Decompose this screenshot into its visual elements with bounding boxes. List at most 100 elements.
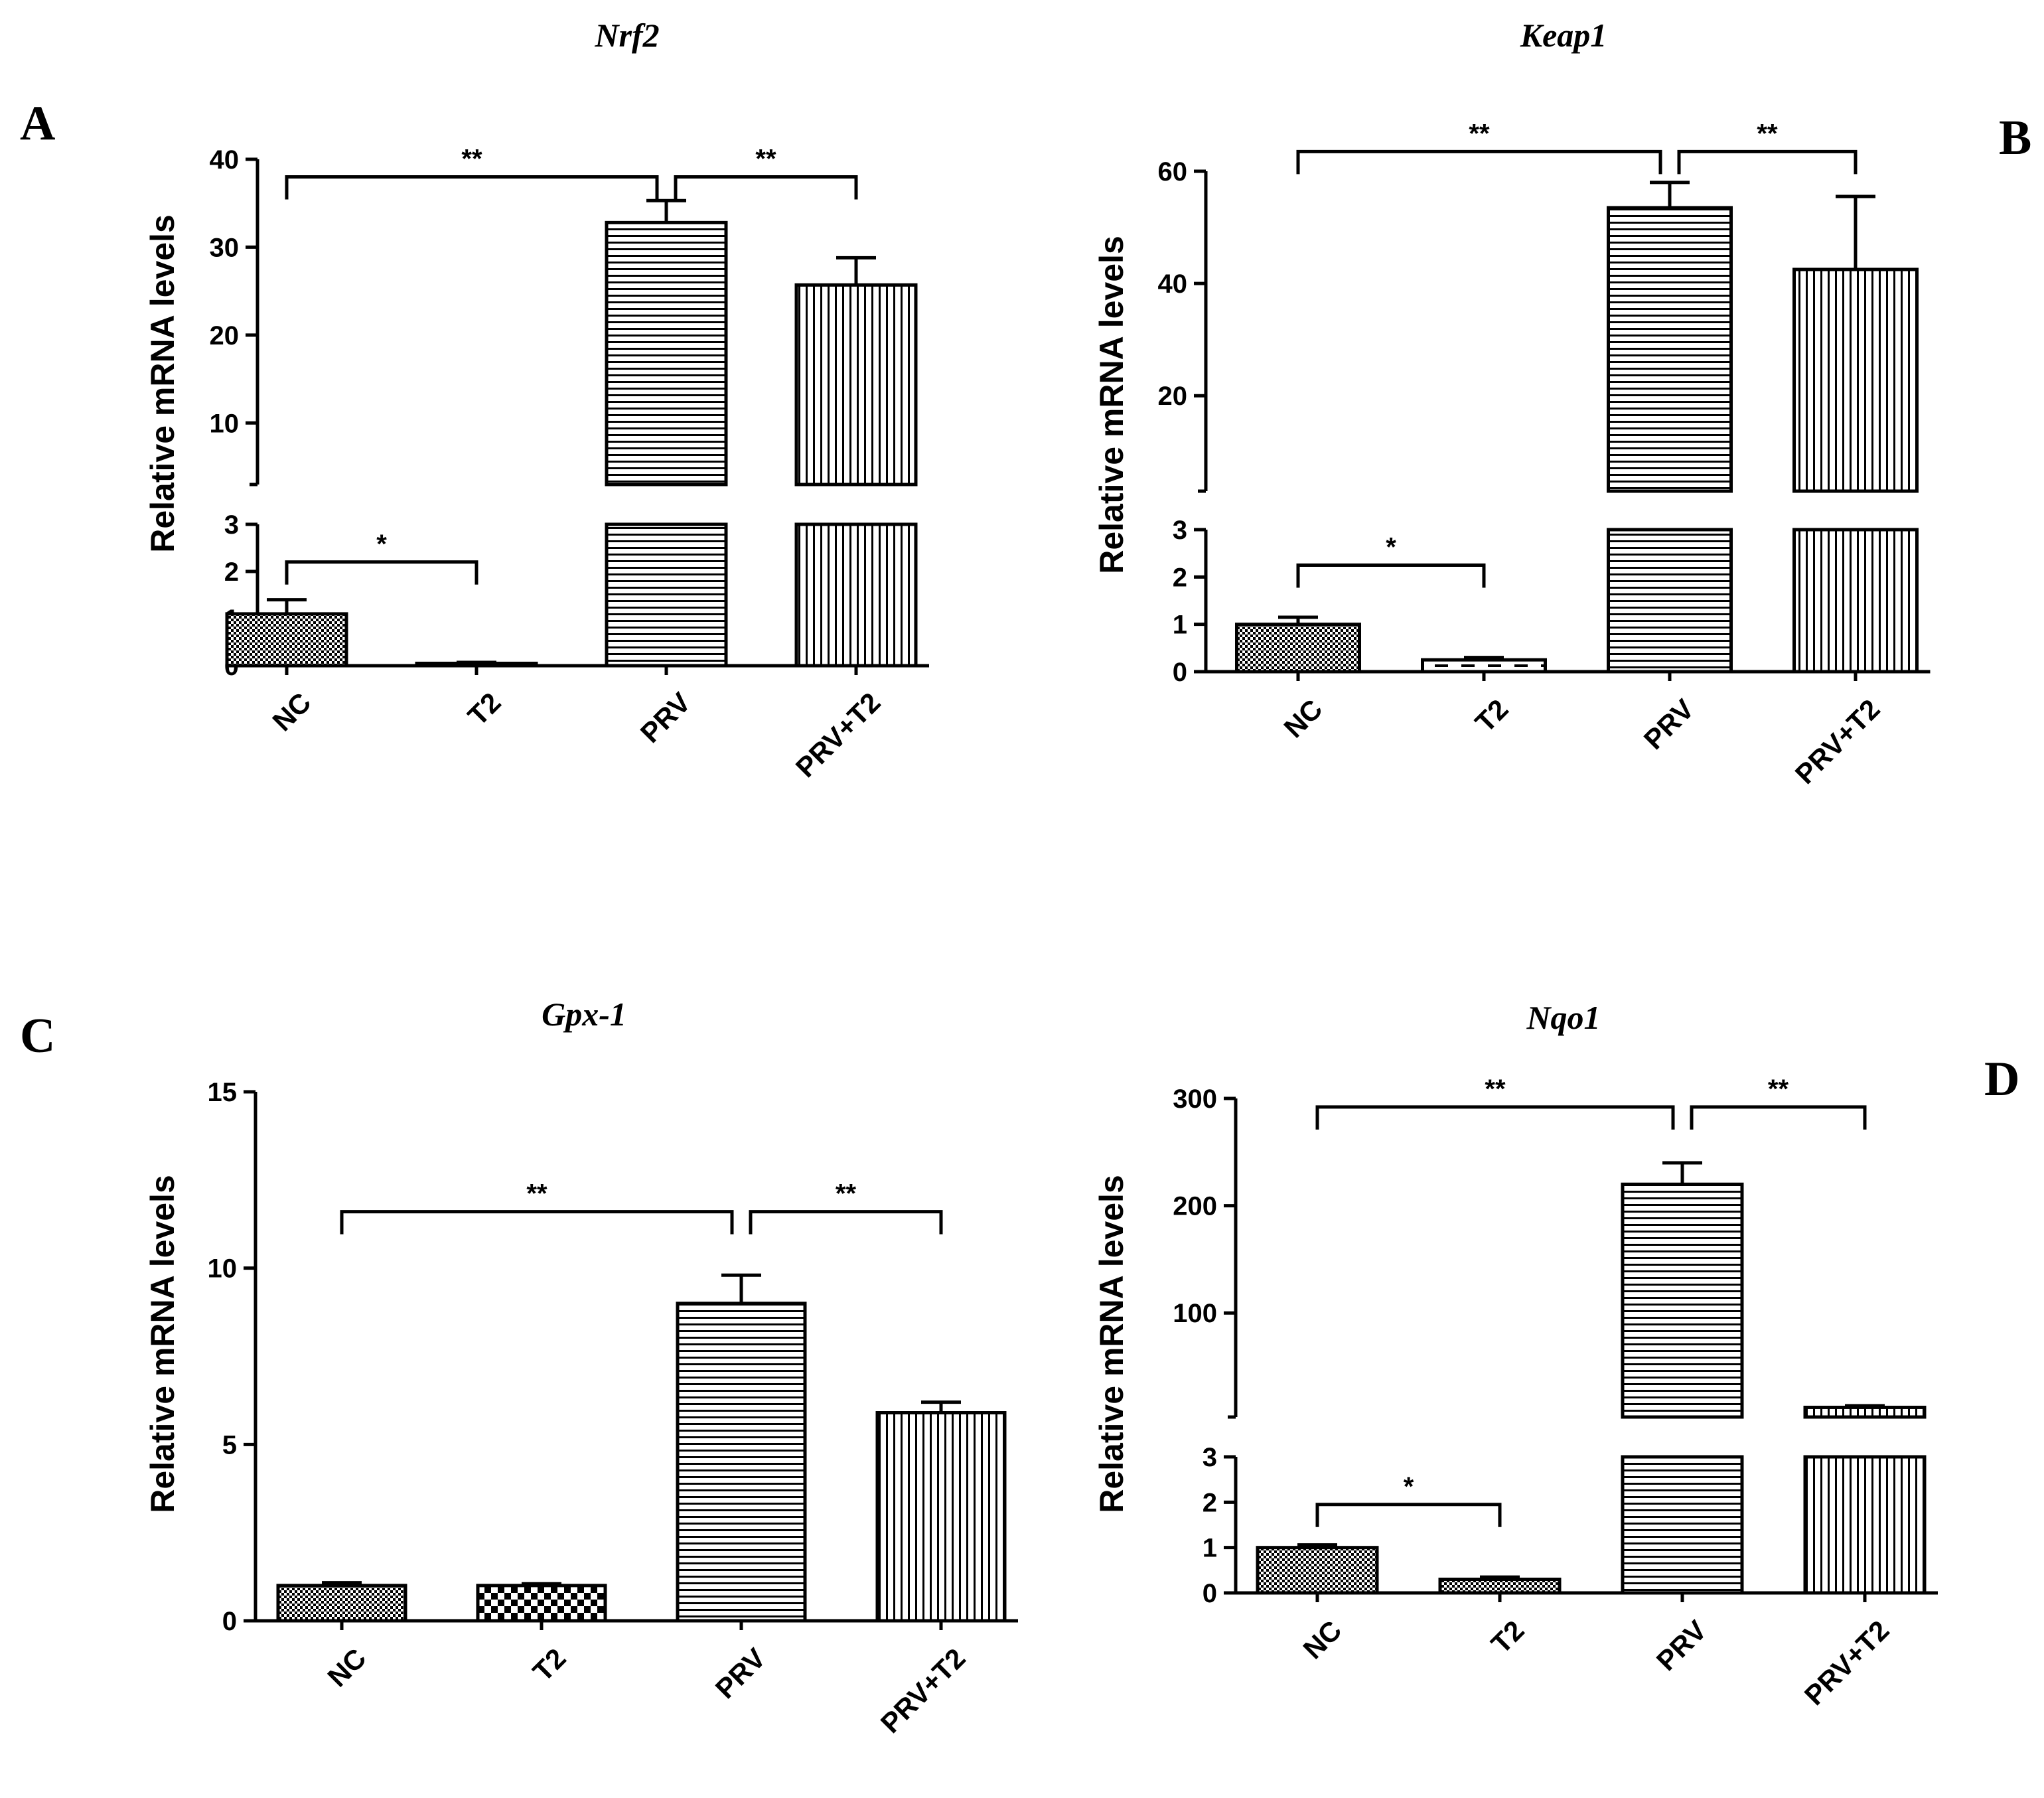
bar-upper-segment bbox=[1607, 206, 1733, 493]
category-label: PRV+T2 bbox=[875, 1642, 972, 1739]
y-tick-label: 10 bbox=[208, 1254, 238, 1284]
category-label: PRV bbox=[1650, 1614, 1713, 1677]
bar-upper-segment bbox=[1621, 1182, 1744, 1419]
bar bbox=[1235, 623, 1361, 674]
bar bbox=[1607, 528, 1733, 674]
significance-bracket bbox=[1315, 1503, 1502, 1527]
panel-a-plot: 012310203040NCT2PRVPRV+T2***** bbox=[210, 144, 929, 783]
significance-bracket bbox=[1315, 1105, 1675, 1130]
significance-bracket bbox=[340, 1210, 734, 1235]
significance-bracket bbox=[1296, 149, 1662, 175]
y-tick-label: 20 bbox=[210, 321, 240, 350]
bar bbox=[1792, 528, 1919, 674]
category-label: PRV bbox=[1638, 693, 1700, 755]
bar bbox=[1438, 1578, 1562, 1595]
bar-break-gap bbox=[1605, 493, 1734, 528]
panel-b: B Keap1 Relative mRNA levels 0 1 2 3 20 40 60 N… bbox=[1093, 17, 2031, 790]
significance-bracket bbox=[285, 560, 478, 585]
significance-label: ** bbox=[836, 1179, 857, 1209]
category-label: PRV+T2 bbox=[1798, 1614, 1895, 1711]
significance-label: ** bbox=[526, 1179, 548, 1209]
y-tick-label: 2 bbox=[1203, 1488, 1217, 1517]
panel-b-ylabel: Relative mRNA levels bbox=[1093, 236, 1130, 574]
panel-d-title: Nqo1 bbox=[1526, 999, 1600, 1036]
category-label: PRV bbox=[709, 1642, 772, 1704]
panel-d-label: D bbox=[1984, 1052, 2019, 1106]
category-label: T2 bbox=[1469, 693, 1514, 738]
bar-upper-segment bbox=[794, 283, 918, 487]
category-label: NC bbox=[1278, 693, 1328, 743]
bar bbox=[1803, 1455, 1927, 1595]
significance-label: * bbox=[1404, 1472, 1414, 1501]
significance-label: * bbox=[376, 530, 387, 559]
category-label: T2 bbox=[1485, 1614, 1530, 1659]
panel-c-title: Gpx-1 bbox=[542, 996, 626, 1033]
significance-bracket bbox=[1690, 1105, 1867, 1130]
panel-b-label: B bbox=[1999, 111, 2031, 165]
bar-break-gap bbox=[604, 487, 729, 522]
significance-label: ** bbox=[1469, 119, 1490, 148]
significance-label: ** bbox=[1757, 119, 1778, 148]
y-tick-label: 3 bbox=[1203, 1443, 1217, 1472]
y-tick-label: 300 bbox=[1173, 1085, 1217, 1114]
bar-break-gap bbox=[1791, 493, 1920, 528]
panel-a-label: A bbox=[20, 96, 55, 151]
category-label: T2 bbox=[462, 686, 507, 731]
y-tick-label: 1 bbox=[1203, 1534, 1217, 1563]
bar bbox=[1621, 1455, 1744, 1595]
bar bbox=[794, 522, 918, 668]
bar-break-gap bbox=[794, 487, 918, 522]
panel-c-label: C bbox=[20, 1009, 55, 1063]
y-tick-label: 10 bbox=[210, 409, 240, 438]
significance-label: ** bbox=[1485, 1075, 1506, 1104]
significance-label: ** bbox=[461, 144, 482, 173]
significance-label: * bbox=[1386, 533, 1396, 562]
y-tick-label: 0 bbox=[1203, 1579, 1217, 1608]
category-label: PRV bbox=[634, 686, 697, 749]
significance-bracket bbox=[1677, 149, 1858, 175]
panel-a-ylabel: Relative mRNA levels bbox=[144, 214, 181, 553]
panel-c-ylabel: Relative mRNA levels bbox=[144, 1175, 181, 1513]
y-tick-label: 60 bbox=[1158, 157, 1188, 187]
panel-d-ylabel: Relative mRNA levels bbox=[1093, 1175, 1130, 1513]
category-label: T2 bbox=[527, 1642, 572, 1687]
y-tick-label: 0 bbox=[1173, 658, 1187, 687]
bar bbox=[276, 1584, 407, 1623]
panel-d: D Nqo1 Relative mRNA levels 0 1 2 3 100 200 30… bbox=[1093, 999, 2019, 1711]
y-tick-label: 20 bbox=[1158, 382, 1188, 411]
y-tick-label: 30 bbox=[210, 233, 240, 262]
significance-label: ** bbox=[755, 144, 776, 173]
y-tick-label: 1 bbox=[1173, 611, 1187, 640]
significance-label: ** bbox=[1768, 1075, 1789, 1104]
y-tick-label: 15 bbox=[208, 1078, 238, 1107]
y-tick-label: 3 bbox=[1173, 516, 1187, 545]
significance-bracket bbox=[674, 175, 858, 200]
bar bbox=[875, 1411, 1007, 1623]
bar-break-gap bbox=[1620, 1419, 1745, 1455]
bar bbox=[605, 522, 728, 668]
significance-bracket bbox=[1296, 563, 1486, 588]
panel-c: C Gpx-1 Relative mRNA levels 0 5 10 15 NC T2 P… bbox=[20, 996, 1018, 1739]
category-label: NC bbox=[1297, 1614, 1347, 1665]
bar bbox=[1256, 1546, 1379, 1595]
bar bbox=[476, 1584, 607, 1623]
bar bbox=[225, 612, 348, 668]
category-label: NC bbox=[321, 1642, 372, 1692]
y-tick-label: 2 bbox=[224, 558, 239, 587]
bar-upper-segment bbox=[1792, 267, 1919, 493]
bar-upper-segment bbox=[1803, 1405, 1927, 1419]
y-tick-label: 200 bbox=[1173, 1192, 1217, 1221]
panel-c-plot: 0 5 10 15 NC T2 PRV PRV+T2 ** ** bbox=[208, 1078, 1018, 1739]
y-tick-label: 3 bbox=[224, 510, 239, 540]
bar-upper-segment bbox=[605, 220, 728, 487]
significance-bracket bbox=[285, 175, 659, 200]
category-label: NC bbox=[266, 686, 317, 737]
y-tick-label: 0 bbox=[222, 1607, 237, 1636]
panel-a: A Nrf2 Relative mRNA levels 012310203040… bbox=[20, 17, 929, 783]
y-tick-label: 40 bbox=[210, 145, 240, 175]
bar bbox=[1421, 658, 1547, 674]
bar-break-gap bbox=[1802, 1419, 1927, 1455]
panel-a-title: Nrf2 bbox=[594, 17, 659, 54]
